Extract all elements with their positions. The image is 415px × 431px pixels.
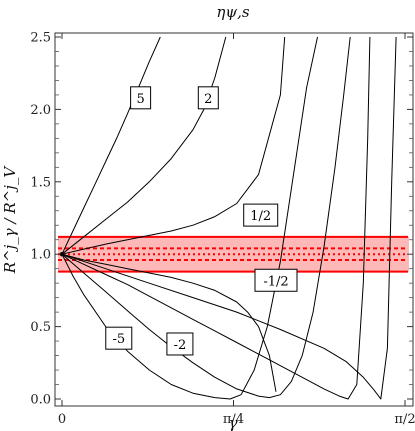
y-axis-ticks: 0.0 0.5 1.0 1.5 2.0 2.5 bbox=[30, 31, 413, 408]
series-line-7 bbox=[61, 36, 397, 400]
series-label-box-2 bbox=[243, 203, 279, 227]
x-tick-label-1: π/4 bbox=[223, 412, 244, 427]
series-label-1: 2 bbox=[204, 92, 212, 107]
y-tick-label-0: 0.0 bbox=[30, 393, 51, 408]
series-label-0: 5 bbox=[136, 92, 144, 107]
confidence-band bbox=[58, 235, 409, 273]
chart-title: ηψ,s bbox=[216, 3, 250, 21]
series-label-box-1 bbox=[197, 86, 219, 110]
y-tick-label-4: 2.0 bbox=[30, 103, 51, 118]
series-line-5 bbox=[61, 36, 351, 399]
x-tick-label-0: 0 bbox=[58, 412, 66, 427]
y-tick-label-3: 1.5 bbox=[30, 175, 51, 190]
series-line-6 bbox=[61, 36, 371, 400]
series-line-2 bbox=[61, 36, 286, 255]
series-label-box-3 bbox=[254, 268, 298, 292]
series-label-3: -1/2 bbox=[263, 274, 288, 289]
x-tick-label-2: π/2 bbox=[394, 412, 415, 427]
series-label-box-0 bbox=[130, 86, 152, 110]
series-label-5: -2 bbox=[174, 338, 187, 353]
series-label-2: 1/2 bbox=[250, 209, 271, 224]
x-axis-label: γ bbox=[229, 414, 238, 431]
x-axis-ticks: 0 π/4 π/2 bbox=[58, 33, 415, 427]
y-axis-label: R^j_γ / R^j_V bbox=[1, 165, 19, 275]
series-line-0 bbox=[61, 36, 161, 255]
origin-point bbox=[59, 252, 65, 257]
y-tick-label-1: 0.5 bbox=[30, 320, 51, 335]
y-tick-label-5: 2.5 bbox=[30, 31, 51, 46]
curve-labels: 5 2 1/2 -1/2 -5 -2 bbox=[105, 86, 298, 356]
series-label-box-5 bbox=[166, 332, 194, 356]
y-tick-label-2: 1.0 bbox=[30, 248, 51, 263]
series-label-4: -5 bbox=[112, 332, 125, 347]
series-line-4 bbox=[61, 36, 318, 400]
series-label-box-4 bbox=[105, 326, 133, 350]
series-line-3 bbox=[61, 253, 277, 392]
